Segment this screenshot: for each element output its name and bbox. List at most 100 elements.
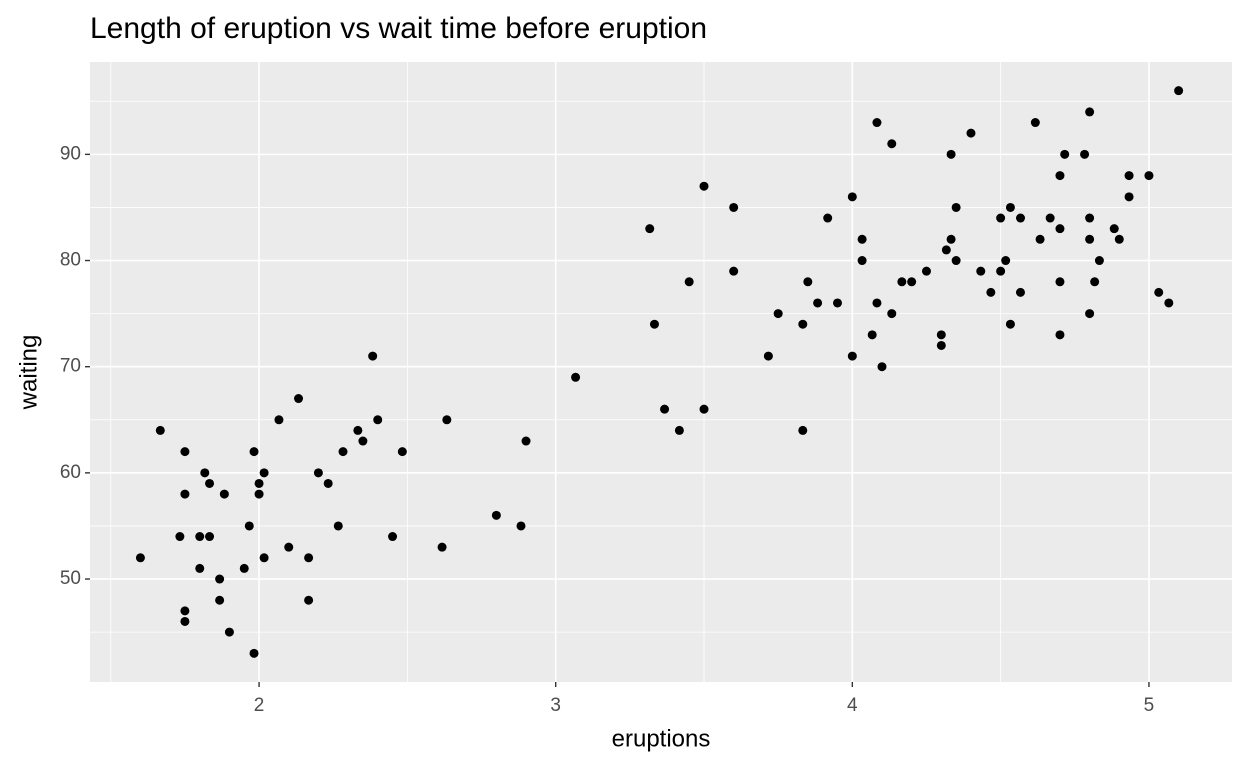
point bbox=[1055, 224, 1065, 234]
point bbox=[175, 532, 185, 542]
point bbox=[1154, 287, 1164, 297]
point bbox=[1035, 234, 1045, 244]
point bbox=[442, 415, 452, 425]
point bbox=[313, 468, 323, 478]
point bbox=[877, 362, 887, 372]
point bbox=[358, 436, 368, 446]
x-tick-label: 3 bbox=[550, 695, 561, 716]
point bbox=[437, 542, 447, 552]
point bbox=[254, 478, 264, 488]
point bbox=[323, 478, 333, 488]
point bbox=[180, 616, 190, 626]
x-tick-label: 2 bbox=[254, 695, 265, 716]
point bbox=[205, 532, 215, 542]
point bbox=[200, 468, 210, 478]
point bbox=[571, 372, 581, 382]
point bbox=[397, 447, 407, 457]
point bbox=[857, 256, 867, 266]
point bbox=[907, 277, 917, 287]
point bbox=[674, 425, 684, 435]
point bbox=[1114, 234, 1124, 244]
point bbox=[649, 319, 659, 329]
point bbox=[1055, 171, 1065, 181]
point bbox=[1016, 287, 1026, 297]
point bbox=[996, 266, 1006, 276]
point bbox=[1085, 107, 1095, 117]
point bbox=[284, 542, 294, 552]
point bbox=[1055, 330, 1065, 340]
point bbox=[388, 532, 398, 542]
point bbox=[921, 266, 931, 276]
point bbox=[1174, 86, 1184, 96]
point bbox=[304, 553, 314, 563]
y-tick-label: 70 bbox=[60, 356, 81, 377]
point bbox=[373, 415, 383, 425]
point bbox=[135, 553, 145, 563]
point bbox=[729, 202, 739, 212]
point bbox=[645, 224, 655, 234]
point bbox=[195, 563, 205, 573]
point bbox=[1094, 256, 1104, 266]
point bbox=[338, 447, 348, 457]
point bbox=[215, 595, 225, 605]
point bbox=[699, 181, 709, 191]
point bbox=[1124, 171, 1134, 181]
point bbox=[1030, 118, 1040, 128]
point bbox=[215, 574, 225, 584]
point bbox=[155, 425, 165, 435]
y-tick-label: 50 bbox=[60, 568, 81, 589]
point bbox=[941, 245, 951, 255]
point bbox=[1164, 298, 1174, 308]
point bbox=[224, 627, 234, 637]
point bbox=[205, 478, 215, 488]
point bbox=[798, 425, 808, 435]
point bbox=[699, 404, 709, 414]
point bbox=[1005, 202, 1015, 212]
point bbox=[1124, 192, 1134, 202]
point bbox=[773, 309, 783, 319]
y-tick-label: 90 bbox=[60, 143, 81, 164]
point bbox=[1080, 149, 1090, 159]
point bbox=[872, 118, 882, 128]
point bbox=[1090, 277, 1100, 287]
point bbox=[1085, 309, 1095, 319]
point bbox=[274, 415, 284, 425]
point bbox=[1045, 213, 1055, 223]
point bbox=[660, 404, 670, 414]
point bbox=[180, 489, 190, 499]
x-tick-label: 5 bbox=[1144, 695, 1155, 716]
point bbox=[996, 213, 1006, 223]
point bbox=[897, 277, 907, 287]
point bbox=[249, 447, 259, 457]
point bbox=[254, 489, 264, 499]
point bbox=[1001, 256, 1011, 266]
point bbox=[259, 468, 269, 478]
point bbox=[368, 351, 378, 361]
point bbox=[887, 139, 897, 149]
point bbox=[857, 234, 867, 244]
point bbox=[219, 489, 229, 499]
point bbox=[294, 394, 304, 404]
point bbox=[521, 436, 531, 446]
point bbox=[1085, 234, 1095, 244]
point bbox=[872, 298, 882, 308]
point bbox=[936, 330, 946, 340]
point bbox=[946, 149, 956, 159]
x-axis-label: eruptions bbox=[612, 725, 711, 752]
point bbox=[249, 648, 259, 658]
point bbox=[1085, 213, 1095, 223]
point bbox=[353, 425, 363, 435]
point bbox=[1060, 149, 1070, 159]
point bbox=[966, 128, 976, 138]
point bbox=[180, 447, 190, 457]
point bbox=[195, 532, 205, 542]
point bbox=[763, 351, 773, 361]
point bbox=[813, 298, 823, 308]
point bbox=[823, 213, 833, 223]
point bbox=[986, 287, 996, 297]
point bbox=[333, 521, 343, 531]
point bbox=[946, 234, 956, 244]
point bbox=[936, 340, 946, 350]
y-axis-label: waiting bbox=[15, 335, 42, 411]
